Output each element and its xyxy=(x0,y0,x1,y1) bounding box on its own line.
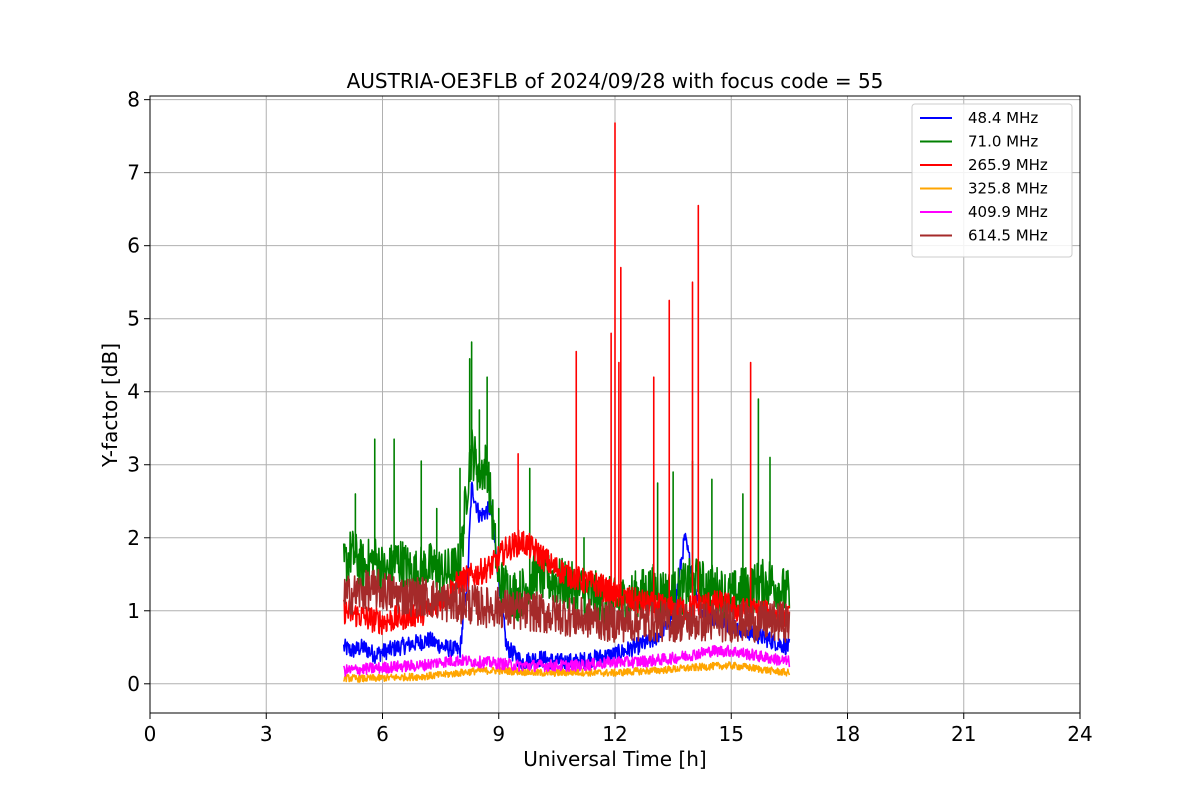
legend-label: 614.5 MHz xyxy=(968,227,1048,245)
x-tick-label: 24 xyxy=(1067,722,1092,746)
y-tick-label: 2 xyxy=(127,526,140,550)
y-axis-label: Y-factor [dB] xyxy=(98,343,122,468)
x-tick-label: 18 xyxy=(835,722,860,746)
legend-label: 325.8 MHz xyxy=(968,180,1048,198)
legend-label: 409.9 MHz xyxy=(968,203,1048,221)
legend-label: 71.0 MHz xyxy=(968,133,1038,151)
legend-label: 265.9 MHz xyxy=(968,156,1048,174)
y-tick-label: 4 xyxy=(127,380,140,404)
x-axis-label: Universal Time [h] xyxy=(523,747,706,771)
y-tick-label: 8 xyxy=(127,88,140,112)
y-tick-label: 5 xyxy=(127,307,140,331)
legend-label: 48.4 MHz xyxy=(968,109,1038,127)
y-tick-label: 0 xyxy=(127,672,140,696)
y-tick-label: 1 xyxy=(127,599,140,623)
x-tick-label: 3 xyxy=(260,722,273,746)
series-line-614-5-mhz xyxy=(343,568,791,643)
legend: 48.4 MHz 71.0 MHz 265.9 MHz 325.8 MHz 409.9 … xyxy=(911,103,1073,258)
series-line-409-9-mhz xyxy=(342,644,791,677)
x-tick-label: 12 xyxy=(602,722,627,746)
x-tick-label: 6 xyxy=(376,722,389,746)
y-tick-label: 3 xyxy=(127,453,140,477)
x-tick-label: 21 xyxy=(951,722,976,746)
x-tick-label: 15 xyxy=(719,722,744,746)
series-layer xyxy=(342,122,791,683)
x-tick-label: 9 xyxy=(492,722,505,746)
y-tick-label: 6 xyxy=(127,234,140,258)
chart-title: AUSTRIA-OE3FLB of 2024/09/28 with focus … xyxy=(347,69,884,93)
y-tick-label: 7 xyxy=(127,161,140,185)
x-tick-label: 0 xyxy=(144,722,157,746)
